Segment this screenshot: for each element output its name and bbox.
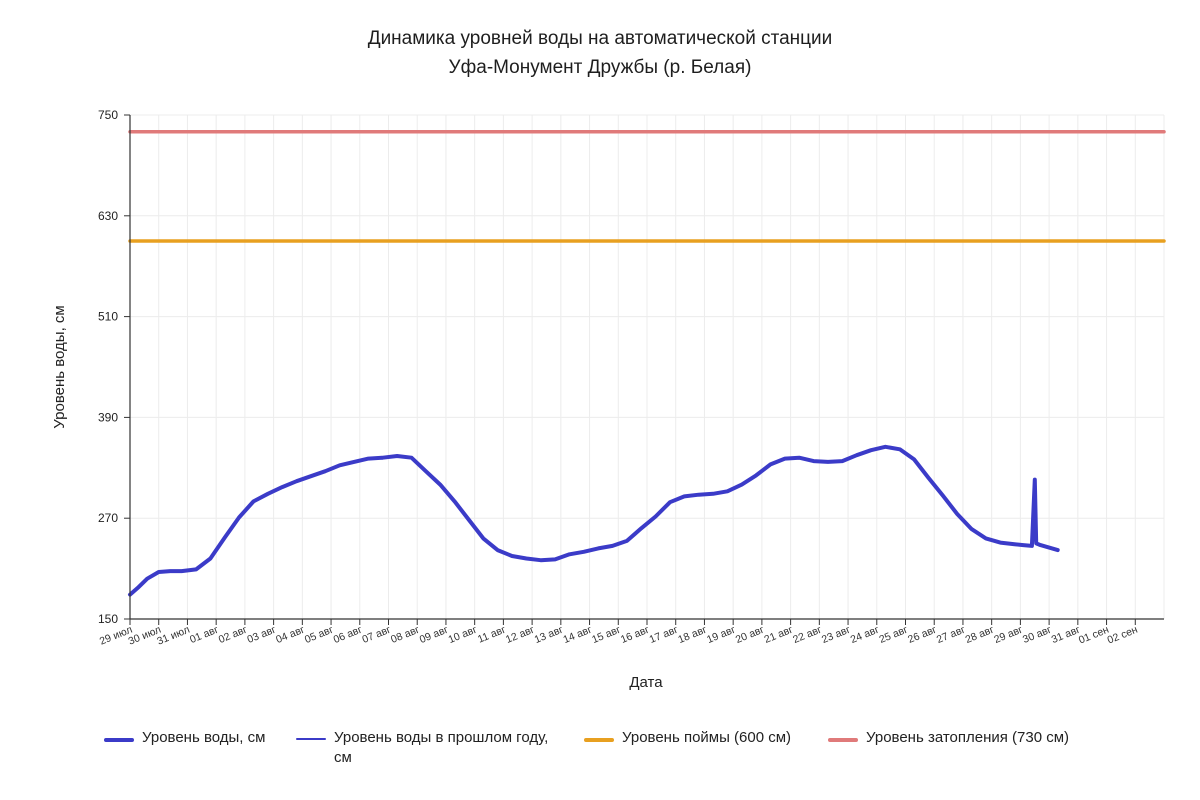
legend-item-floodplain[interactable]: Уровень поймы (600 см) <box>584 728 791 748</box>
series-layer <box>128 444 1060 597</box>
x-tick-label: 07 авг <box>360 624 392 646</box>
x-tick-label: 12 авг <box>504 624 536 646</box>
y-axis-label: Уровень воды, см <box>51 305 68 428</box>
legend-item-flooding[interactable]: Уровень затопления (730 см) <box>828 728 1069 748</box>
x-tick-label: 02 сен <box>1106 624 1140 647</box>
y-tick-label: 270 <box>98 511 118 525</box>
y-tick-label: 630 <box>98 209 118 223</box>
legend-item-prev-year[interactable]: Уровень воды в прошлом году, см <box>296 728 548 768</box>
x-tick-label: 26 авг <box>906 624 938 646</box>
legend-label-prev-year: Уровень воды в прошлом году, см <box>334 729 549 766</box>
legend-label-level: Уровень воды, см <box>142 729 266 746</box>
y-tick-label: 750 <box>98 108 118 122</box>
x-tick-label: 23 авг <box>820 624 852 646</box>
legend-swatch-level <box>104 738 134 742</box>
x-tick-label: 22 авг <box>791 624 823 646</box>
x-tick-label: 10 авг <box>447 624 479 646</box>
x-tick-label: 08 авг <box>389 624 421 646</box>
x-tick-label: 30 авг <box>1021 624 1053 646</box>
legend-label-flooding: Уровень затопления (730 см) <box>866 729 1070 746</box>
y-tick-label: 150 <box>98 612 118 626</box>
y-tick-label: 390 <box>98 410 118 424</box>
x-tick-label: 15 авг <box>590 624 622 646</box>
axis-layer <box>124 114 1164 625</box>
x-tick-label: 16 авг <box>619 624 651 646</box>
x-tick-label: 03 авг <box>246 624 278 646</box>
x-tick-label: 29 авг <box>992 624 1024 646</box>
x-tick-label: 13 авг <box>533 624 565 646</box>
reference-lines <box>128 130 1166 243</box>
x-tick-label: 01 авг <box>188 624 220 646</box>
series-water-level-line <box>128 444 1060 597</box>
x-tick-label: 27 авг <box>935 624 967 646</box>
legend-label-floodplain: Уровень поймы (600 см) <box>622 729 792 746</box>
x-axis-label: Дата <box>629 674 663 691</box>
chart-title-line2: Уфа-Монумент Дружбы (р. Белая) <box>448 57 752 78</box>
legend-swatch-flooding <box>828 738 858 742</box>
x-tick-label: 19 авг <box>705 624 737 646</box>
chart-title-line1: Динамика уровней воды на автоматической … <box>367 28 833 49</box>
x-tick-label: 20 авг <box>734 624 766 646</box>
x-tick-label: 06 авг <box>332 624 364 646</box>
legend: Уровень воды, см Уровень воды в прошлом … <box>0 728 1200 788</box>
x-tick-label: 21 авг <box>763 624 795 646</box>
x-tick-label: 05 авг <box>303 624 335 646</box>
chart-title: Динамика уровней воды на автоматической … <box>0 24 1200 82</box>
legend-item-level[interactable]: Уровень воды, см <box>104 728 265 748</box>
x-tick-label: 28 авг <box>964 624 996 646</box>
x-tick-label: 02 авг <box>217 624 249 646</box>
x-tick-label: 24 авг <box>849 624 881 646</box>
x-tick-label: 09 авг <box>418 624 450 646</box>
x-tick-label: 31 июл <box>155 624 191 648</box>
legend-swatch-floodplain <box>584 738 614 742</box>
x-tick-label: 14 авг <box>561 624 593 646</box>
x-tick-label: 18 авг <box>676 624 708 646</box>
x-tick-label: 17 авг <box>648 624 680 646</box>
x-tick-label: 25 авг <box>877 624 909 646</box>
x-tick-label: 04 авг <box>274 624 306 646</box>
legend-swatch-prev-year <box>296 738 326 740</box>
y-tick-label: 510 <box>98 310 118 324</box>
